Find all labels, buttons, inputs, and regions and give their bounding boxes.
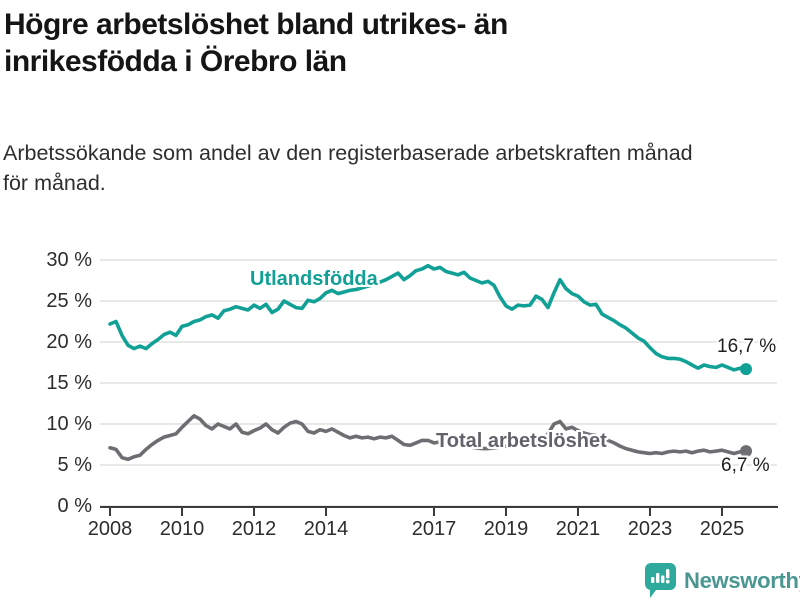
y-tick-15: 15 % [46, 372, 92, 394]
x-tick-2017: 2017 [411, 518, 457, 540]
line-utlandsfodda [108, 263, 748, 372]
chart-subtitle-line1: Arbetssökande som andel av den registerb… [3, 141, 693, 165]
page-title-line2: inrikesfödda i Örebro län [4, 45, 347, 78]
y-tick-20: 20 % [46, 331, 92, 353]
chart-subtitle: Arbetssökande som andel av den registerb… [3, 138, 799, 198]
end-dot-utlandsfodda [740, 363, 752, 376]
newsworthy-logo-icon [645, 563, 676, 598]
chart-subtitle-line2: för månad. [3, 171, 106, 195]
series-label-utlandsfodda: Utlandsfödda [250, 268, 378, 290]
page-title-line1: Högre arbetslöshet bland utrikes- än [4, 8, 508, 41]
x-tick-2010: 2010 [159, 518, 205, 540]
y-tick-5: 5 % [57, 454, 92, 476]
x-axis-tick-marks [109, 507, 723, 516]
gridlines [100, 259, 777, 507]
series-label-total-arbetsloshet: Total arbetslöshet [436, 430, 607, 452]
x-tick-2021: 2021 [555, 518, 601, 540]
end-value-label-total-arbetsloshet: 6,7 % [721, 455, 770, 476]
x-tick-2019: 2019 [483, 518, 529, 540]
y-tick-10: 10 % [46, 413, 92, 435]
newsworthy-logo-text: Newsworthy [684, 568, 800, 593]
end-dot-total-arbetsloshet [740, 445, 752, 458]
y-tick-0: 0 % [57, 495, 92, 517]
y-tick-30: 30 % [46, 249, 92, 271]
page-title: Högre arbetslöshet bland utrikes- än inr… [4, 6, 704, 80]
x-tick-2008: 2008 [87, 518, 133, 540]
speech-bubble-shape [645, 563, 676, 598]
y-tick-25: 25 % [46, 290, 92, 312]
end-value-label-utlandsfodda: 16,7 % [717, 336, 777, 357]
x-tick-2014: 2014 [303, 518, 349, 540]
x-tick-2012: 2012 [231, 518, 277, 540]
x-tick-2023: 2023 [627, 518, 673, 540]
bar-chart-glyph [651, 569, 670, 584]
newsworthy-logo[interactable]: Newsworthy [644, 563, 800, 599]
line-total-arbetsloshet [108, 413, 748, 462]
x-tick-2025: 2025 [699, 518, 745, 540]
